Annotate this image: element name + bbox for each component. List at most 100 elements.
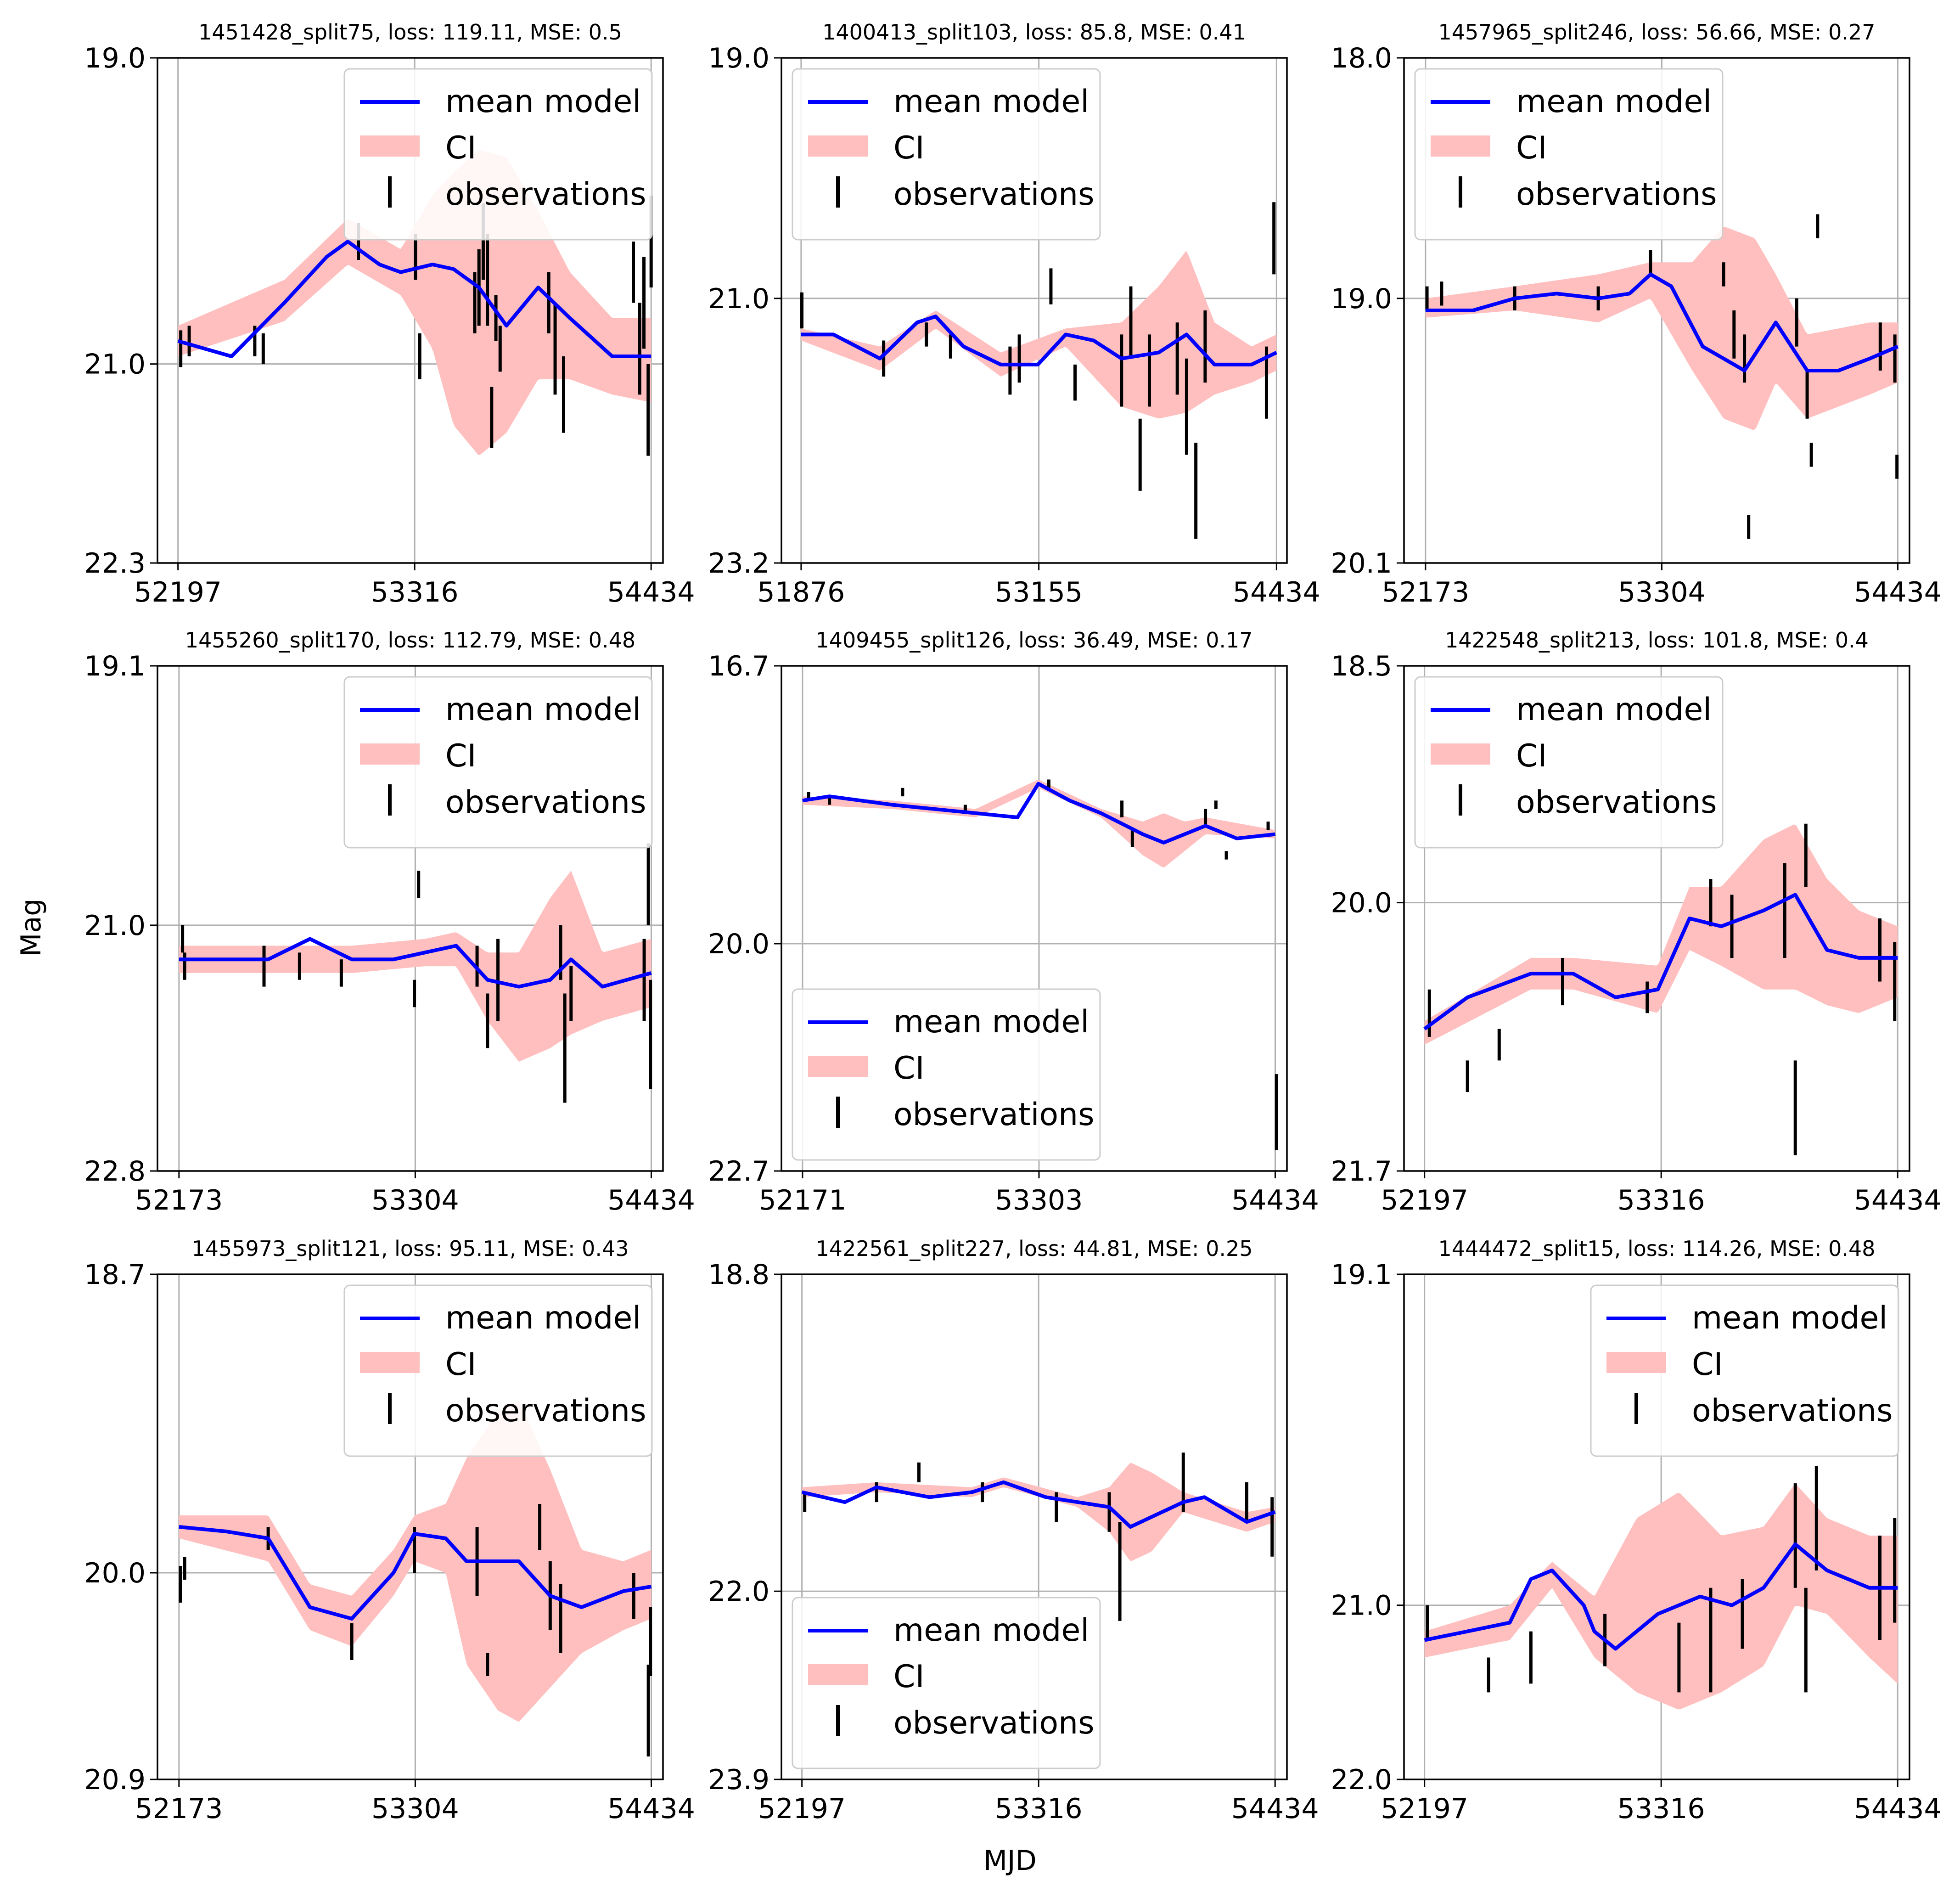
y-tick-label: 19.1 <box>1331 1259 1392 1291</box>
y-tick-label: 22.7 <box>708 1155 769 1188</box>
legend-label-obs: observations <box>893 176 1095 213</box>
subplot-1: 52197 53316 54434 19.0 21.0 22.3 1451428_split… <box>84 20 695 608</box>
y-tick-label: 22.8 <box>84 1155 146 1188</box>
x-tick-label: 54434 <box>607 1793 695 1825</box>
subplot-5: 52171 53303 54434 16.7 20.0 22.7 1409455_split… <box>708 628 1319 1216</box>
legend-label-obs: observations <box>1692 1393 1893 1429</box>
legend: mean model CI observations <box>343 1284 653 1457</box>
legend-box <box>1590 1284 1899 1457</box>
observations-series <box>1425 214 1899 539</box>
subplot-title: 1457965_split246, loss: 56.66, MSE: 0.27 <box>1438 20 1875 45</box>
axes-frame <box>1403 57 1910 564</box>
x-tick-label: 53155 <box>995 576 1083 608</box>
mean-model-line <box>802 782 1275 844</box>
legend: mean model CI observations <box>1590 1284 1899 1457</box>
mean-model-line <box>801 1480 1276 1529</box>
legend-label-obs: observations <box>1516 784 1717 821</box>
legend-label-obs: observations <box>1516 176 1717 213</box>
legend-ci-swatch <box>808 135 868 157</box>
legend-box <box>792 988 1101 1161</box>
legend-label-ci: CI <box>1516 738 1547 774</box>
y-tick-label: 23.2 <box>708 547 769 580</box>
y-tick-label: 21.0 <box>84 910 146 942</box>
legend-label-ci: CI <box>893 130 925 166</box>
axes-frame <box>781 665 1288 1172</box>
y-tick-label: 21.7 <box>1331 1155 1392 1188</box>
subplot-3: 52173 53304 54434 18.0 19.0 20.1 1457965_split… <box>1331 20 1942 608</box>
x-tick-label: 53303 <box>995 1184 1083 1216</box>
subplot-title: 1444472_split15, loss: 114.26, MSE: 0.48 <box>1438 1236 1875 1261</box>
axes-frame <box>781 1273 1288 1780</box>
y-tick-label: 21.0 <box>84 349 146 381</box>
observations-series <box>179 1504 652 1756</box>
x-tick-label: 52197 <box>1381 1793 1468 1825</box>
legend: mean model CI observations <box>792 68 1101 241</box>
ci-band <box>802 1463 1275 1562</box>
y-tick-label: 20.9 <box>84 1764 146 1796</box>
legend-label-ci: CI <box>1692 1346 1723 1383</box>
legend-label-mean: mean model <box>1516 692 1712 728</box>
legend-label-obs: observations <box>445 1393 646 1429</box>
y-tick-label: 22.0 <box>1331 1764 1392 1796</box>
legend-ci-swatch <box>360 743 420 765</box>
legend-box <box>1414 676 1724 849</box>
y-tick-label: 18.7 <box>84 1259 146 1291</box>
x-tick-label: 54434 <box>607 1184 695 1216</box>
subplot-2: 51876 53155 54434 19.0 21.0 23.2 1400413_split… <box>708 20 1320 608</box>
legend-ci-swatch <box>1606 1352 1666 1373</box>
legend-label-mean: mean model <box>445 692 641 728</box>
mean-model-line <box>1424 1542 1898 1651</box>
mean-model-line <box>179 1525 652 1621</box>
y-tick-label: 22.0 <box>708 1576 769 1608</box>
y-tick-label: 20.1 <box>1331 547 1392 580</box>
legend-label-ci: CI <box>445 738 477 774</box>
legend-label-mean: mean model <box>893 1612 1089 1649</box>
ci-band <box>1425 227 1898 430</box>
x-tick-label: 54434 <box>607 576 695 608</box>
x-tick-label: 52173 <box>1382 576 1469 608</box>
ci-band <box>801 251 1277 419</box>
x-tick-label: 52173 <box>135 1793 223 1825</box>
legend: mean model CI observations <box>343 676 653 849</box>
ci-band <box>179 871 651 1062</box>
x-tick-label: 54434 <box>1854 1184 1942 1216</box>
y-tick-label: 21.0 <box>1331 1590 1392 1622</box>
y-tick-label: 23.9 <box>708 1764 769 1796</box>
subplot-grid: 52197 53316 54434 19.0 21.0 22.3 1451428_split… <box>84 20 1942 1825</box>
x-tick-label: 53304 <box>1618 576 1706 608</box>
axes-frame <box>157 1273 664 1780</box>
x-tick-label: 53316 <box>1617 1184 1705 1216</box>
x-tick-label: 53304 <box>371 1184 459 1216</box>
legend-box <box>343 1284 653 1457</box>
legend-box <box>792 1597 1101 1769</box>
legend: mean model CI observations <box>792 1597 1101 1769</box>
axes-frame <box>1403 665 1910 1172</box>
y-tick-label: 16.7 <box>708 650 769 682</box>
subplot-title: 1422548_split213, loss: 101.8, MSE: 0.4 <box>1445 628 1869 653</box>
ci-band <box>1424 1484 1898 1710</box>
axes-frame <box>781 57 1288 564</box>
legend-label-obs: observations <box>445 176 646 213</box>
legend-ci-swatch <box>808 1056 868 1077</box>
x-tick-label: 51876 <box>757 576 845 608</box>
subplot-title: 1451428_split75, loss: 119.11, MSE: 0.5 <box>198 20 622 45</box>
x-tick-label: 53316 <box>1617 1793 1705 1825</box>
legend: mean model CI observations <box>1414 676 1724 849</box>
y-tick-label: 21.0 <box>708 283 769 315</box>
mean-model-line <box>801 315 1278 366</box>
y-tick-label: 19.0 <box>84 42 146 74</box>
legend-label-mean: mean model <box>445 84 641 120</box>
legend-label-obs: observations <box>893 1097 1095 1133</box>
legend-label-ci: CI <box>893 1050 925 1086</box>
legend-label-ci: CI <box>445 130 477 166</box>
observations-series <box>800 202 1276 539</box>
legend-ci-swatch <box>1431 135 1490 157</box>
y-tick-label: 22.3 <box>84 547 146 580</box>
ci-band <box>803 780 1275 868</box>
observations-series <box>803 1452 1274 1621</box>
x-tick-label: 54434 <box>1854 1793 1942 1825</box>
observations-series <box>807 779 1278 1150</box>
x-axis-label: MJD <box>983 1845 1037 1877</box>
legend-box <box>792 68 1101 241</box>
